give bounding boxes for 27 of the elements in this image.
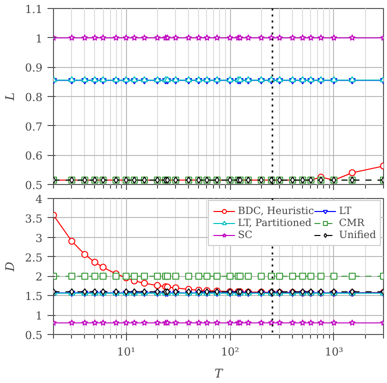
y-tick-label: 1.5 xyxy=(25,290,43,304)
x-axis-title: T xyxy=(214,366,224,380)
y-axis-title: D xyxy=(3,261,18,272)
legend-label: BDC, Heuristic xyxy=(238,205,314,217)
y-tick-label: 0.5 xyxy=(25,329,43,342)
y-tick-label: 0.7 xyxy=(25,120,43,134)
legend-label: LT xyxy=(338,205,352,217)
y-tick-label: 0.5 xyxy=(25,179,43,192)
y-axis-title: L xyxy=(3,92,18,102)
y-tick-label: 0.6 xyxy=(25,150,43,163)
x-tick-label: 10¹ xyxy=(116,346,136,358)
y-tick-label: 0.9 xyxy=(25,62,43,75)
legend-label: SC xyxy=(238,229,254,241)
y-tick-label: 2 xyxy=(36,270,42,284)
legend-label: LT, Partitioned xyxy=(238,217,312,229)
x-tick-label: 10³ xyxy=(324,346,344,358)
legend-label: CMR xyxy=(338,217,364,229)
y-tick-label: 1.1 xyxy=(25,3,43,16)
y-tick-label: 3 xyxy=(36,232,42,245)
x-tick-label: 10² xyxy=(220,346,240,358)
y-tick-label: 3.5 xyxy=(25,212,43,226)
y-tick-label: 1 xyxy=(36,32,42,46)
y-tick-label: 4 xyxy=(36,193,42,206)
y-tick-label: 1 xyxy=(36,310,42,323)
legend-label: Unified xyxy=(338,229,376,241)
y-tick-label: 2.5 xyxy=(25,251,43,264)
y-tick-label: 0.8 xyxy=(25,91,43,104)
